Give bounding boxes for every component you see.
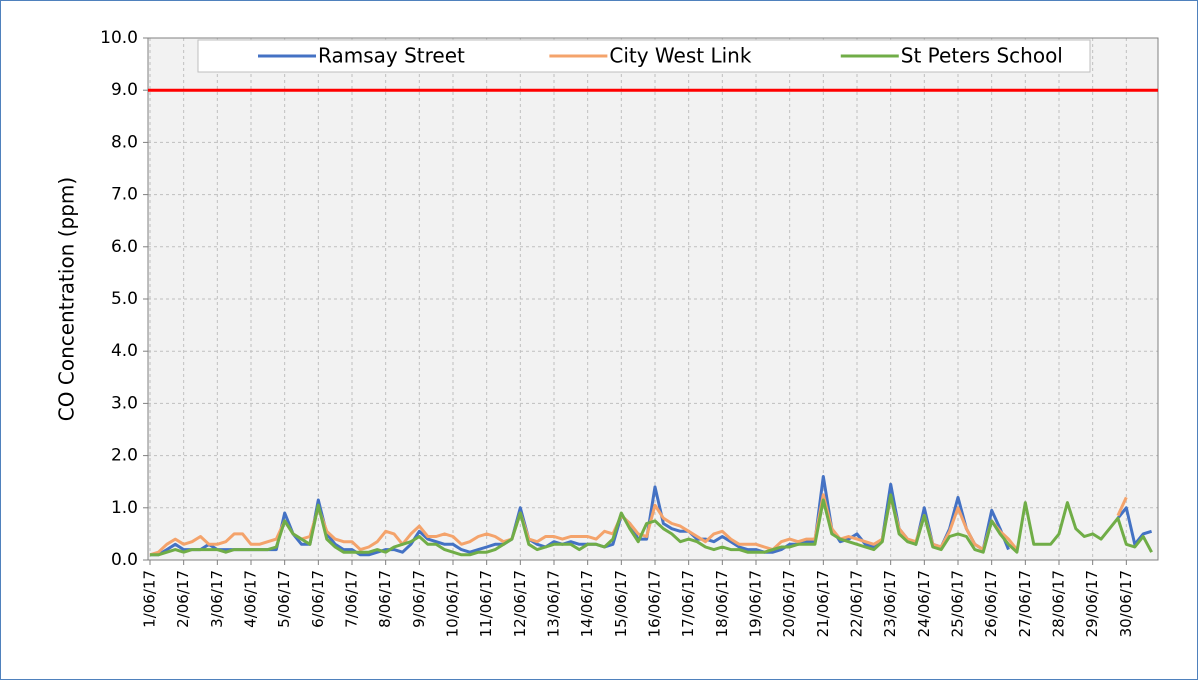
plot-border	[147, 37, 1159, 561]
x-tick-label: 17/06/17	[679, 570, 697, 637]
legend-label: Ramsay Street	[318, 44, 465, 68]
series-line	[150, 493, 1153, 557]
x-tick-label: 19/06/17	[747, 570, 765, 637]
x-tick-label: 24/06/17	[915, 570, 933, 637]
x-tick-label: 3/06/17	[208, 570, 226, 628]
x-tick-label: 5/06/17	[275, 570, 293, 628]
x-tick-label: 28/06/17	[1050, 570, 1068, 637]
x-tick-label: 14/06/17	[578, 570, 596, 637]
x-tick-label: 20/06/17	[780, 570, 798, 637]
x-tick-label: 29/06/17	[1083, 570, 1101, 637]
x-tick-label: 27/06/17	[1016, 570, 1034, 637]
x-tick-label: 15/06/17	[612, 570, 630, 637]
y-tick-label: 9.0	[111, 80, 138, 100]
x-tick-label: 12/06/17	[511, 570, 529, 637]
y-tick-label: 10.0	[100, 28, 138, 48]
y-tick-label: 3.0	[111, 393, 138, 413]
x-tick-label: 10/06/17	[444, 570, 462, 637]
x-tick-label: 7/06/17	[343, 570, 361, 628]
legend-box	[197, 39, 1091, 73]
y-axis-label: CO Concentration (ppm)	[55, 177, 79, 421]
legend-label: City West Link	[609, 44, 751, 68]
x-tick-label: 2/06/17	[174, 570, 192, 628]
x-tick-label: 25/06/17	[949, 570, 967, 637]
y-tick-label: 2.0	[111, 446, 138, 466]
x-tick-label: 16/06/17	[646, 570, 664, 637]
x-tick-label: 13/06/17	[545, 570, 563, 637]
y-tick-label: 5.0	[111, 289, 138, 309]
x-tick-label: 30/06/17	[1117, 570, 1135, 637]
series-line	[1116, 496, 1128, 517]
y-tick-label: 1.0	[111, 498, 138, 518]
x-tick-label: 21/06/17	[814, 570, 832, 637]
x-tick-label: 4/06/17	[242, 570, 260, 628]
legend-label: St Peters School	[901, 44, 1063, 68]
x-tick-label: 26/06/17	[982, 570, 1000, 637]
x-tick-label: 8/06/17	[376, 570, 394, 628]
x-tick-label: 9/06/17	[410, 570, 428, 628]
y-tick-label: 6.0	[111, 237, 138, 257]
y-tick-label: 7.0	[111, 185, 138, 205]
x-tick-label: 6/06/17	[309, 570, 327, 628]
x-tick-label: 23/06/17	[881, 570, 899, 637]
y-tick-label: 8.0	[111, 132, 138, 152]
x-tick-label: 11/06/17	[477, 570, 495, 637]
series-line	[1116, 506, 1153, 546]
x-tick-label: 18/06/17	[713, 570, 731, 637]
y-tick-label: 0.0	[111, 550, 138, 570]
y-tick-label: 4.0	[111, 341, 138, 361]
x-tick-label: 1/06/17	[141, 570, 159, 628]
x-tick-label: 22/06/17	[848, 570, 866, 637]
